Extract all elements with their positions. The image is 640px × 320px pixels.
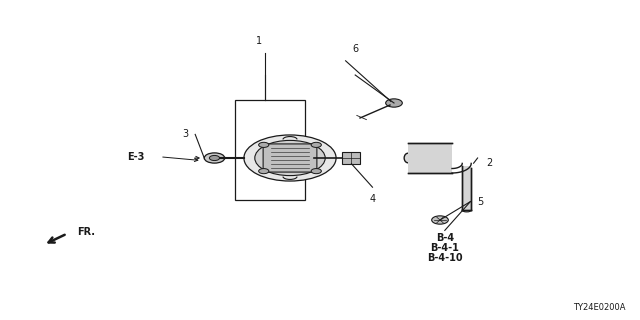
Text: 6: 6: [352, 44, 358, 54]
Bar: [408, 143, 452, 173]
Circle shape: [204, 153, 225, 163]
Text: TY24E0200A: TY24E0200A: [573, 303, 626, 312]
Circle shape: [311, 169, 321, 174]
Circle shape: [244, 135, 336, 181]
Ellipse shape: [462, 208, 471, 212]
Circle shape: [432, 216, 448, 224]
Circle shape: [259, 142, 269, 148]
Text: FR.: FR.: [77, 227, 95, 237]
Text: 1: 1: [256, 36, 262, 46]
Text: 4: 4: [369, 194, 376, 204]
Bar: [235, 100, 305, 200]
Ellipse shape: [404, 153, 412, 163]
Circle shape: [259, 169, 269, 174]
Text: B-4-1: B-4-1: [430, 243, 460, 253]
Text: B-4-10: B-4-10: [427, 252, 463, 263]
Circle shape: [311, 142, 321, 148]
Text: 5: 5: [477, 196, 483, 207]
Bar: [462, 166, 471, 210]
Circle shape: [386, 99, 403, 107]
Text: 3: 3: [182, 129, 189, 140]
Circle shape: [255, 140, 325, 176]
Text: 2: 2: [486, 158, 493, 168]
Text: E-3: E-3: [127, 152, 144, 162]
FancyBboxPatch shape: [263, 144, 317, 172]
Text: B-4: B-4: [436, 233, 454, 244]
Bar: [342, 152, 360, 164]
Circle shape: [209, 156, 220, 161]
